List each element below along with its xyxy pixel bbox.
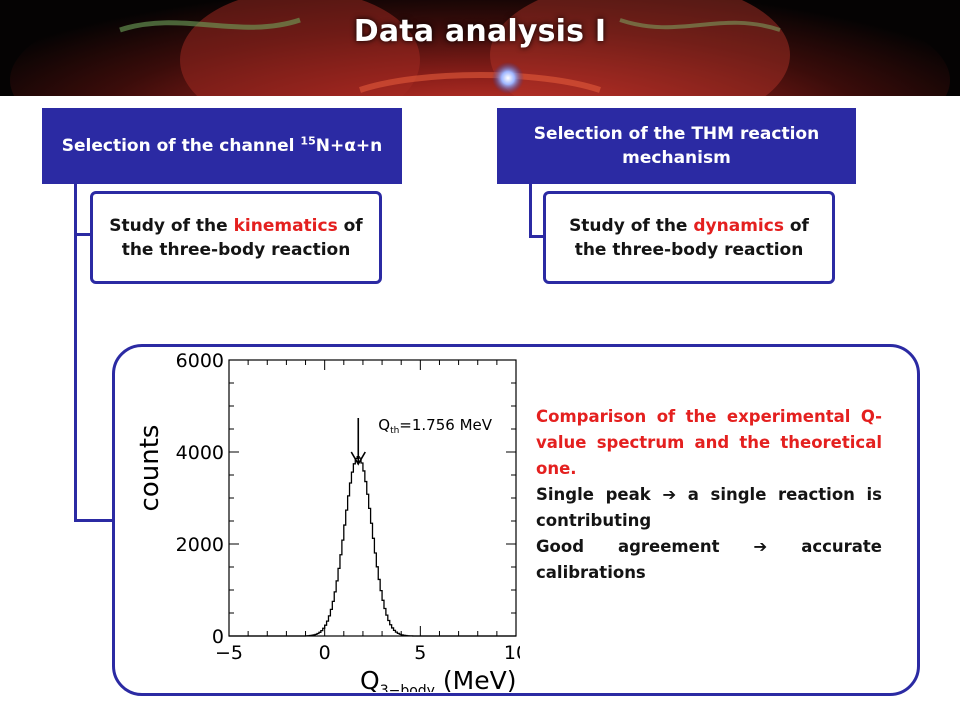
right-sub-box: Study of the dynamics of the three-body …: [543, 191, 835, 284]
left-sub-text: Study of the kinematics of the three-bod…: [109, 215, 363, 260]
left-connector-to-panel: [74, 519, 114, 522]
agreement-text: Good agreement ➔ accurate calibrations: [536, 537, 882, 582]
comparison-text: Comparison of the experimental Q-value s…: [536, 407, 882, 478]
plot-frame: [228, 359, 517, 637]
header-banner: Data analysis I: [0, 0, 960, 96]
right-header-text: Selection of the THM reaction mechanism: [533, 124, 820, 168]
y-tick-label: 2000: [176, 534, 224, 556]
q-value-spectrum-chart: −505100200040006000countsQ3−body (MeV)Qt…: [135, 350, 520, 692]
y-tick-label: 0: [212, 626, 224, 648]
nebula-banner-image: [0, 0, 960, 96]
histogram-series: [229, 455, 516, 637]
single-peak-text: Single peak ➔ a single reaction is contr…: [536, 485, 882, 530]
left-connector-to-sub: [74, 233, 92, 236]
y-axis-label: counts: [135, 425, 165, 512]
x-tick-label: 10: [504, 642, 520, 664]
results-description: Comparison of the experimental Q-value s…: [536, 404, 882, 586]
right-header-box: Selection of the THM reaction mechanism: [497, 108, 856, 184]
x-tick-label: −5: [215, 642, 243, 664]
annotation-label: Qth=1.756 MeV: [378, 416, 492, 436]
x-tick-label: 5: [414, 642, 426, 664]
annotation-arrow-head: [350, 451, 366, 466]
x-axis-label: Q3−body (MeV): [360, 666, 516, 692]
left-sub-box: Study of the kinematics of the three-bod…: [90, 191, 382, 284]
left-header-text: Selection of the channel 15N+α+n: [61, 134, 383, 156]
x-tick-label: 0: [319, 642, 331, 664]
right-arrow-icon: ➔: [753, 537, 768, 556]
right-arrow-icon: ➔: [662, 485, 677, 504]
y-tick-label: 4000: [176, 442, 224, 464]
y-tick-label: 6000: [176, 350, 224, 372]
left-connector-vertical: [74, 184, 77, 522]
right-connector-vertical: [529, 184, 532, 238]
right-sub-text: Study of the dynamics of the three-body …: [569, 215, 809, 260]
right-connector-to-sub: [529, 235, 545, 238]
left-header-box: Selection of the channel 15N+α+n: [42, 108, 402, 184]
slide-title: Data analysis I: [353, 14, 607, 49]
